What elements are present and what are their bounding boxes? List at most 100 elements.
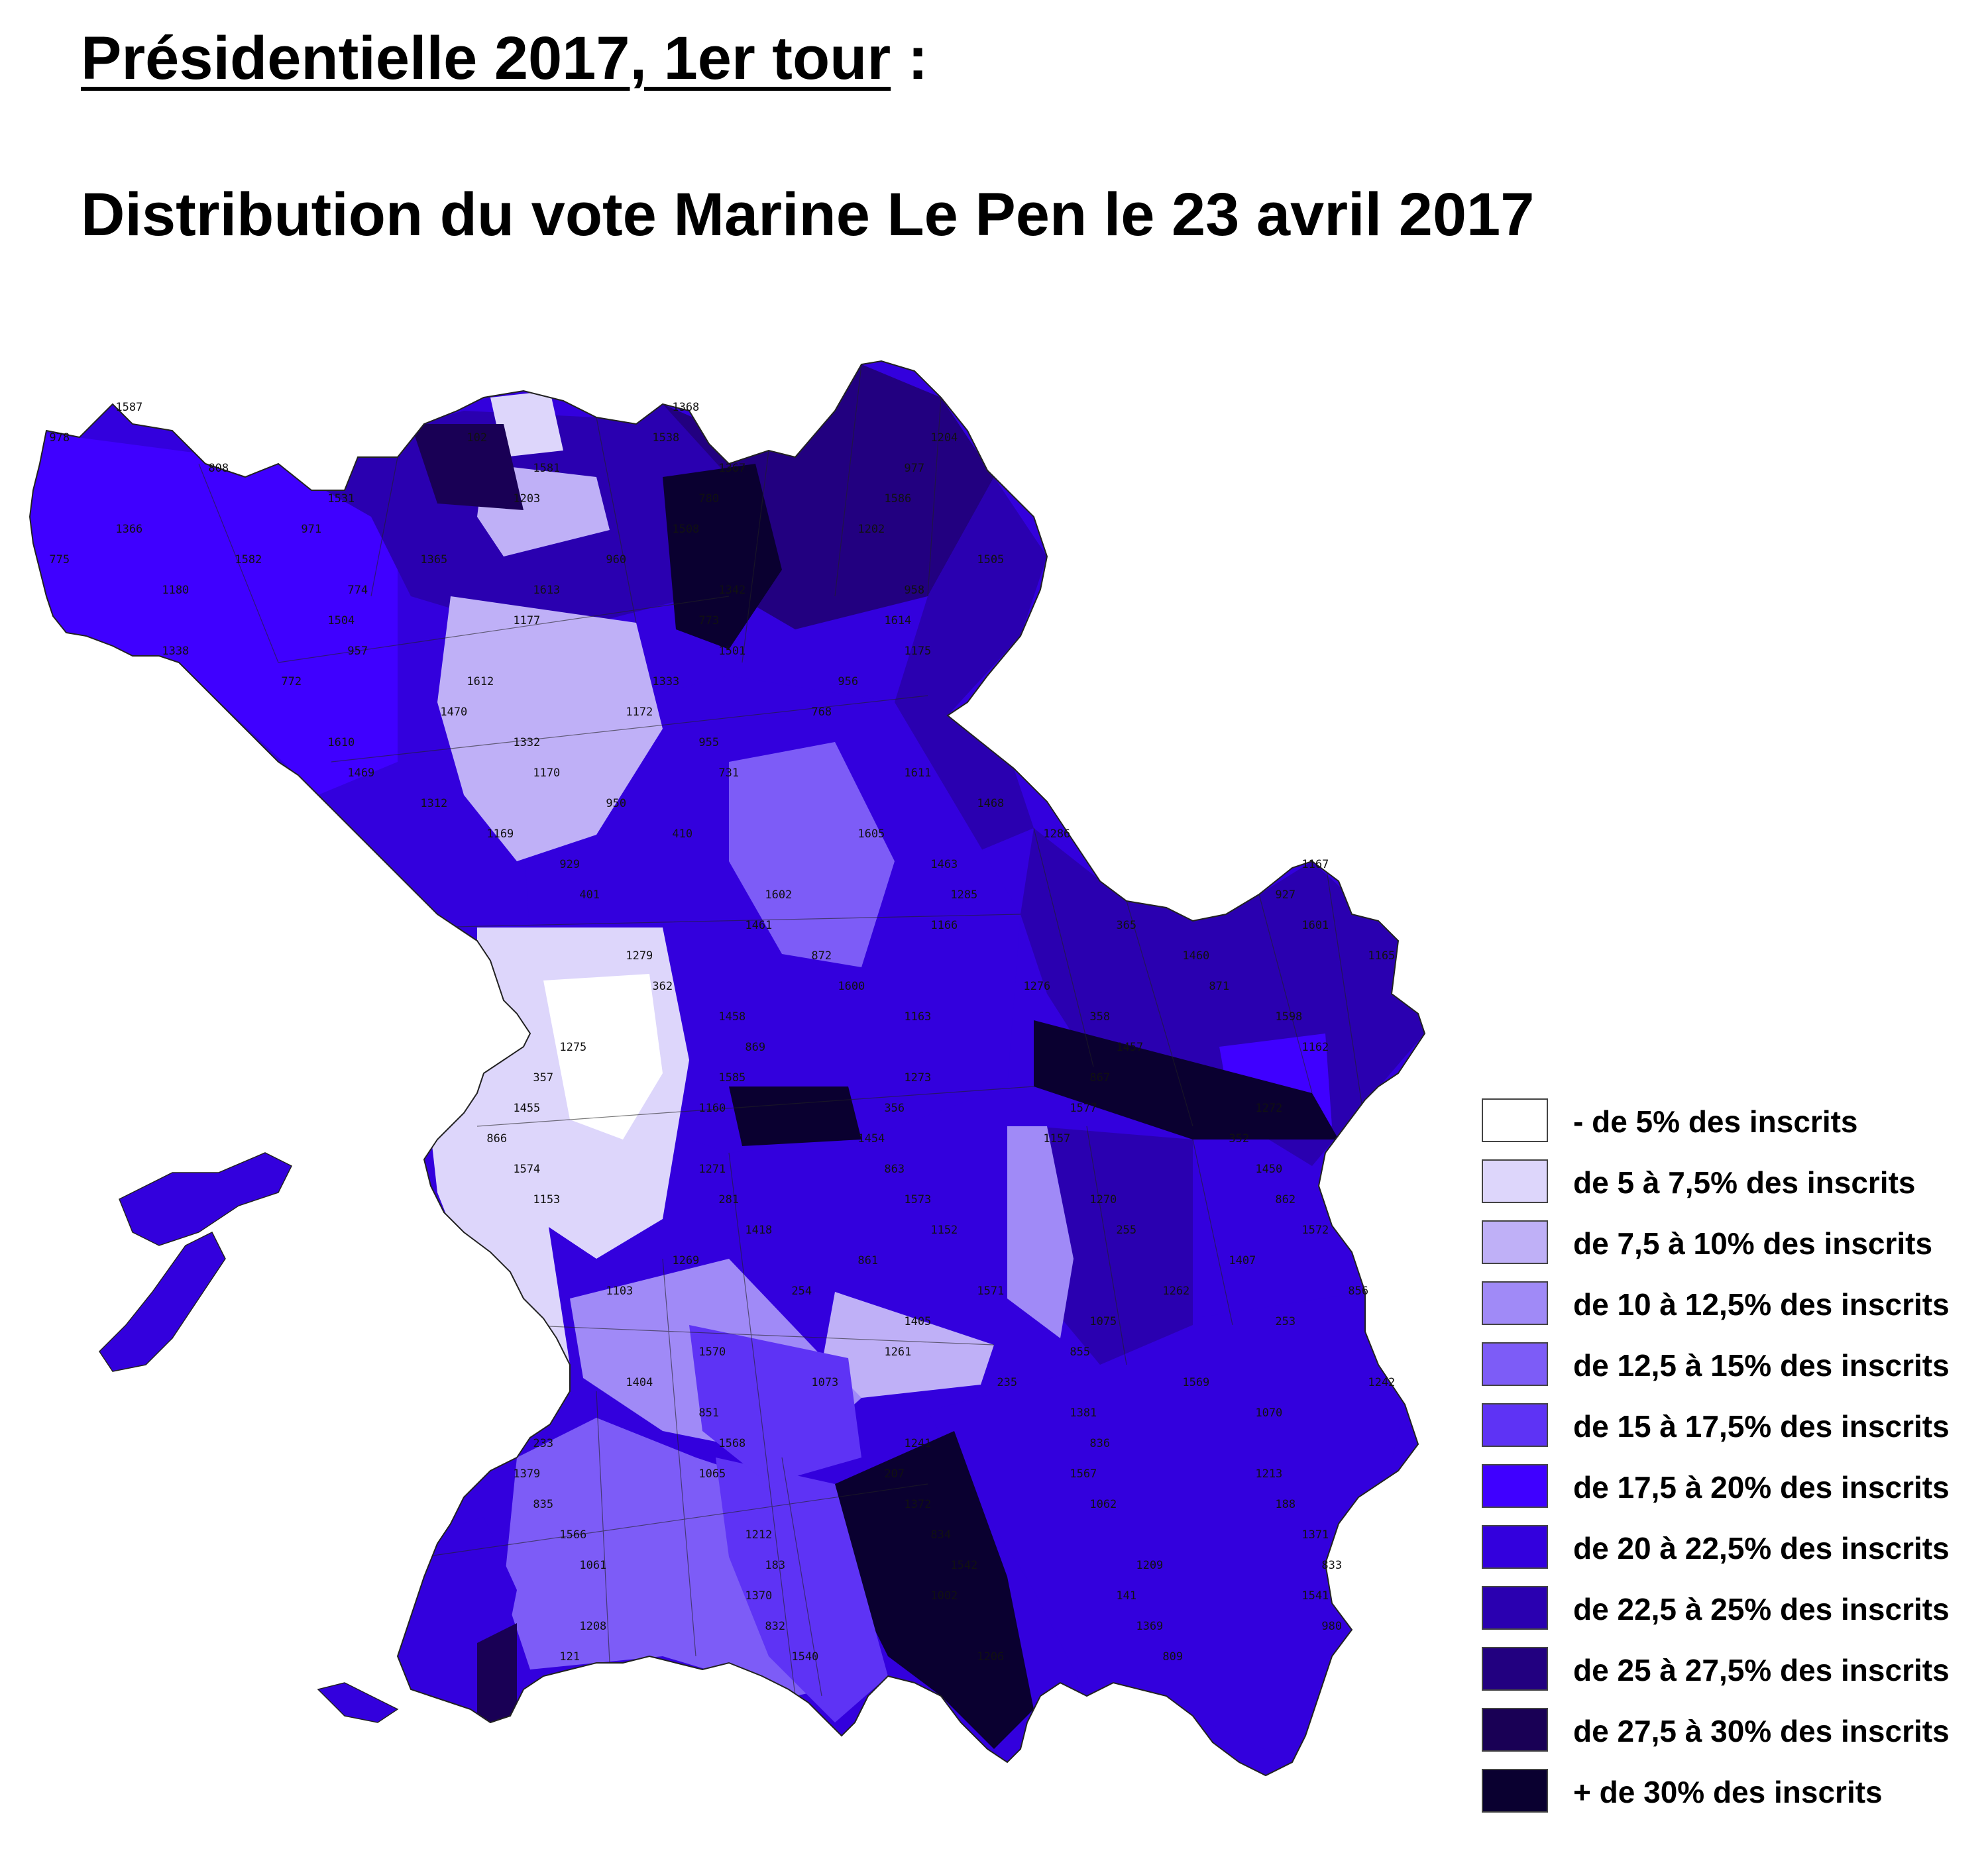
legend-swatch: [1482, 1586, 1548, 1630]
precinct-label: 1531: [327, 492, 355, 505]
precinct-label: 1163: [904, 1010, 931, 1024]
island-small-south: [317, 1682, 399, 1723]
precinct-label: 1454: [857, 1132, 885, 1145]
precinct-label: 834: [930, 1528, 951, 1542]
legend-label: de 15 à 17,5% des inscrits: [1573, 1409, 1950, 1444]
precinct-label: 855: [1070, 1346, 1090, 1359]
precinct-label: 1612: [467, 675, 494, 688]
legend-item: de 27,5 à 30% des inscrits: [1482, 1708, 1985, 1754]
precinct-label: 1586: [884, 492, 911, 505]
precinct-label: 1585: [718, 1071, 746, 1085]
legend-label: + de 30% des inscrits: [1573, 1775, 1883, 1809]
precinct-label: 836: [1089, 1437, 1110, 1450]
precinct-label: 1460: [1182, 949, 1209, 963]
precinct-label: 851: [698, 1406, 719, 1420]
precinct-label: 1582: [235, 553, 262, 566]
legend-label: de 7,5 à 10% des inscrits: [1573, 1226, 1933, 1261]
precinct-label: 1270: [1089, 1193, 1117, 1206]
precinct-label: 1601: [1301, 919, 1329, 932]
precinct-label: 958: [904, 584, 924, 597]
region-east-dark-band: [1034, 1020, 1339, 1140]
precinct-label: 1574: [513, 1163, 540, 1176]
precinct-label: 1367: [718, 462, 746, 475]
title-line-1: Présidentielle 2017, 1er tour :: [81, 24, 928, 93]
precinct-label: 866: [486, 1132, 507, 1145]
precinct-label: 1272: [1255, 1102, 1282, 1115]
legend-swatch: [1482, 1647, 1548, 1691]
precinct-label: 832: [765, 1620, 785, 1633]
precinct-label: 1162: [1301, 1041, 1329, 1054]
legend-label: de 12,5 à 15% des inscrits: [1573, 1348, 1950, 1383]
precinct-label: 1269: [672, 1254, 699, 1267]
precinct-label: 1261: [884, 1346, 911, 1359]
precinct-label: 1504: [327, 614, 355, 627]
precinct-label: 1203: [513, 492, 540, 505]
precinct-label: 1567: [1070, 1467, 1097, 1481]
legend-swatch: [1482, 1708, 1548, 1752]
legend-label: de 17,5 à 20% des inscrits: [1573, 1470, 1950, 1505]
legend-item: de 25 à 27,5% des inscrits: [1482, 1647, 1985, 1693]
precinct-label: 1598: [1275, 1010, 1302, 1024]
precinct-label: 1600: [838, 980, 865, 993]
precinct-label: 1365: [420, 553, 447, 566]
precinct-label: 774: [347, 584, 368, 597]
region-city-core: [543, 974, 663, 1140]
precinct-label: 1153: [533, 1193, 560, 1206]
precinct-label: 856: [1348, 1285, 1368, 1298]
region-south-coast-strip: [716, 1458, 888, 1722]
precinct-label: 1508: [672, 523, 699, 536]
precinct-label: 957: [347, 645, 368, 658]
precinct-label: 835: [533, 1498, 553, 1511]
legend-swatch: [1482, 1281, 1548, 1325]
precinct-label: 1213: [1255, 1467, 1282, 1481]
precinct-label: 1075: [1089, 1315, 1117, 1328]
region-south-980: [822, 1292, 994, 1398]
precinct-label: 207: [884, 1467, 905, 1481]
region-east-valley: [1034, 1126, 1193, 1365]
map-precinct-labels: 1587 1581 1586 1582 1613 1614 1612 1610 1611 1605…: [49, 401, 1395, 1664]
precinct-label: 188: [1275, 1498, 1296, 1511]
precinct-label: 1541: [1301, 1589, 1329, 1603]
precinct-label: 862: [1275, 1193, 1296, 1206]
legend-label: de 22,5 à 25% des inscrits: [1573, 1592, 1950, 1626]
islands-west: [99, 1152, 399, 1723]
precinct-label: 365: [1116, 919, 1136, 932]
region-far-north-pale: [490, 391, 563, 457]
precinct-label: 1371: [1301, 1528, 1329, 1542]
precinct-label: 1175: [904, 645, 931, 658]
precinct-label: 1170: [533, 767, 560, 780]
precinct-label: 1463: [930, 858, 958, 871]
precinct-label: 1501: [718, 645, 746, 658]
legend-item: de 12,5 à 15% des inscrits: [1482, 1342, 1985, 1389]
precinct-label: 955: [698, 736, 719, 749]
precinct-label: 1262: [1162, 1285, 1189, 1298]
title-colon: :: [891, 25, 928, 92]
precinct-label: 978: [49, 431, 70, 445]
precinct-label: 1212: [745, 1528, 772, 1542]
precinct-label: 1275: [559, 1041, 586, 1054]
legend-label: de 27,5 à 30% des inscrits: [1573, 1714, 1950, 1748]
precinct-label: 1379: [513, 1467, 540, 1481]
precinct-label: 1369: [1136, 1620, 1163, 1633]
map-title: Distribution du vote Marine Le Pen le 23…: [81, 181, 1535, 248]
region-southeast-dark: [835, 1431, 1034, 1749]
precinct-boundaries: [198, 364, 1366, 1697]
precinct-label: 956: [838, 675, 858, 688]
precinct-label: 253: [1275, 1315, 1296, 1328]
precinct-label: 768: [811, 706, 832, 719]
precinct-label: 1332: [513, 736, 540, 749]
precinct-label: 358: [1089, 1010, 1110, 1024]
precinct-label: 1166: [930, 919, 958, 932]
legend-swatch: [1482, 1769, 1548, 1813]
precinct-label: 1366: [115, 523, 142, 536]
region-north-darkest: [663, 464, 782, 649]
precinct-label: 960: [606, 553, 626, 566]
precinct-label: 1286: [1043, 827, 1070, 841]
precinct-label: 1333: [652, 675, 679, 688]
legend-label: de 10 à 12,5% des inscrits: [1573, 1287, 1950, 1322]
legend-item: de 22,5 à 25% des inscrits: [1482, 1586, 1985, 1632]
legend-item: de 10 à 12,5% des inscrits: [1482, 1281, 1985, 1328]
legend-item: de 15 à 17,5% des inscrits: [1482, 1403, 1985, 1450]
precinct-label: 1405: [904, 1315, 931, 1328]
precinct-label: 1538: [652, 431, 679, 445]
